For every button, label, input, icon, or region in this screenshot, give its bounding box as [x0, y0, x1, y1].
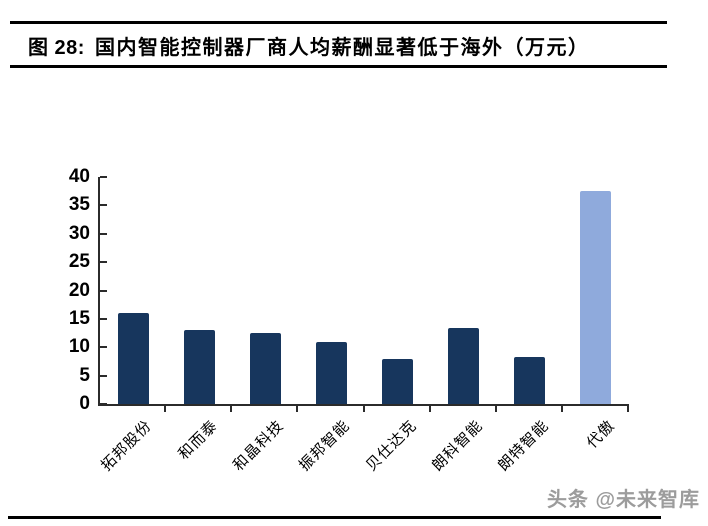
- x-axis-label: 朗特智能: [494, 417, 552, 475]
- y-tick-label: 40: [68, 166, 90, 187]
- y-tick-mark: [100, 261, 107, 264]
- x-tick-mark: [296, 406, 299, 412]
- x-tick-mark: [627, 406, 629, 412]
- y-tick-label: 25: [68, 251, 90, 273]
- y-tick-label: 10: [68, 336, 90, 358]
- y-tick-label: 30: [68, 222, 90, 244]
- y-tick-mark: [100, 232, 107, 235]
- x-tick-mark: [230, 406, 233, 412]
- x-axis-label: 和晶科技: [230, 417, 288, 475]
- footer-rule: [8, 516, 661, 519]
- x-axis-label: 振邦智能: [296, 417, 354, 475]
- y-tick-label: 5: [79, 364, 90, 386]
- chart-bar: [514, 356, 546, 404]
- x-axis-label: 代傲: [583, 417, 619, 452]
- y-tick-label: 0: [79, 393, 90, 414]
- y-tick-mark: [100, 289, 107, 292]
- x-tick-mark: [494, 406, 497, 412]
- y-tick-mark: [100, 346, 107, 349]
- x-tick-mark: [362, 406, 365, 412]
- figure-title-text: 国内智能控制器厂商人均薪酬显著低于海外（万元）: [94, 37, 590, 59]
- chart-bar: [315, 341, 347, 404]
- header-rule-top: [10, 21, 667, 24]
- chart-bar: [448, 327, 480, 404]
- y-tick-mark: [100, 403, 107, 405]
- chart-bar: [183, 329, 215, 404]
- x-tick-mark: [560, 406, 563, 412]
- chart-bar: [382, 358, 414, 404]
- bar-chart-plot-area: 0 5 10 15 20 25 30 35 40 拓邦股份 和而泰 和晶科技 振邦智能 贝仕达克 朗科智能朗…: [69, 166, 629, 474]
- x-tick-mark: [428, 406, 431, 412]
- y-tick-label: 20: [68, 279, 90, 301]
- y-tick-mark: [100, 176, 107, 178]
- watermark-text: 头条 @未来智库: [546, 489, 700, 511]
- chart-bar: [249, 332, 281, 404]
- x-axis-label: 拓邦股份: [97, 417, 156, 475]
- x-tick-mark: [164, 406, 167, 412]
- chart-bar: [117, 312, 149, 404]
- y-tick-mark: [100, 374, 107, 377]
- x-axis-label: 和而泰: [175, 417, 222, 464]
- y-tick-label: 15: [68, 307, 90, 329]
- x-axis-label: 贝仕达克: [362, 417, 420, 475]
- figure-title: 图 28: 国内智能控制器厂商人均薪酬显著低于海外（万元）: [28, 31, 589, 60]
- y-tick-label: 35: [68, 194, 90, 216]
- y-tick-mark: [100, 204, 107, 207]
- chart-bar: [580, 191, 612, 404]
- figure-number-label: 图 28:: [28, 37, 85, 59]
- header-rule-bottom: [10, 65, 667, 68]
- y-tick-mark: [100, 317, 107, 320]
- x-axis-label: 朗科智能: [428, 417, 486, 475]
